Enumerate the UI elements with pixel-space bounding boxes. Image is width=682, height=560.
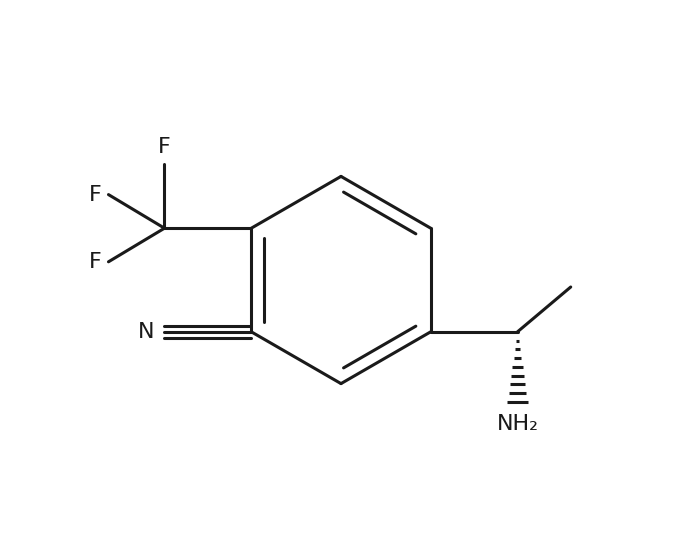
Text: N: N [138,322,154,342]
Text: F: F [89,252,101,272]
Text: NH₂: NH₂ [496,414,539,434]
Text: F: F [158,137,171,157]
Text: F: F [89,185,101,204]
